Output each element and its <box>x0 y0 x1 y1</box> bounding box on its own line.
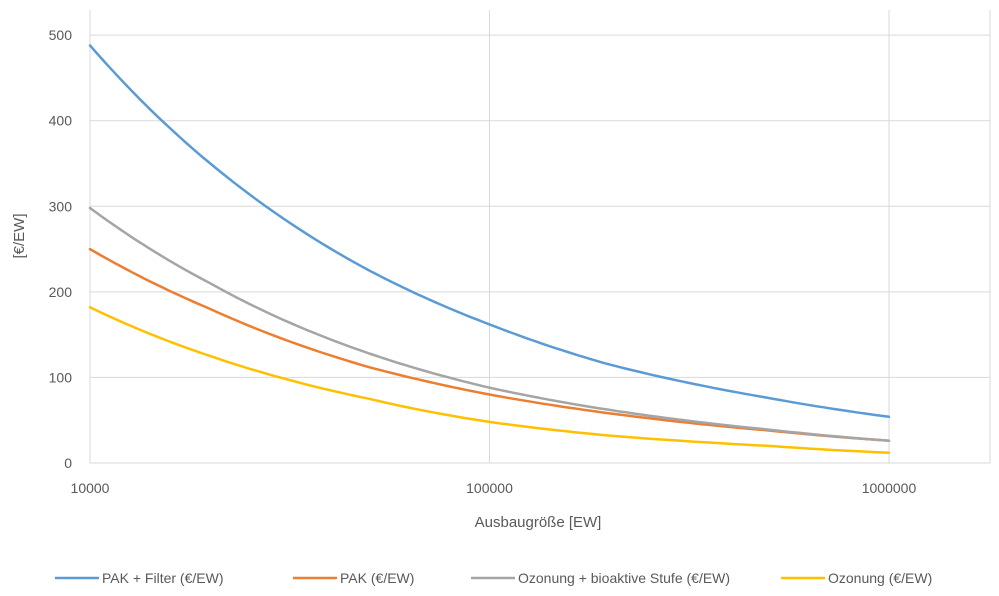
y-axis-title: [€/EW] <box>11 213 28 258</box>
tick-labels: 0 100 200 300 400 500 10000 100000 1000000 <box>49 27 917 496</box>
legend-label: Ozonung (€/EW) <box>828 570 932 586</box>
y-tick-label: 500 <box>49 27 73 43</box>
gridlines <box>89 10 991 464</box>
y-tick-label: 300 <box>49 198 73 214</box>
y-tick-label: 100 <box>49 369 73 385</box>
legend: PAK + Filter (€/EW) PAK (€/EW) Ozonung + b… <box>55 570 932 586</box>
x-tick-label: 1000000 <box>862 480 917 496</box>
series-line-0 <box>88 44 891 419</box>
series-line-3 <box>88 306 891 454</box>
x-tick-label: 100000 <box>466 480 513 496</box>
y-tick-label: 400 <box>49 113 73 129</box>
legend-label: PAK (€/EW) <box>340 570 414 586</box>
legend-label: Ozonung + bioaktive Stufe (€/EW) <box>518 570 730 586</box>
y-tick-label: 200 <box>49 284 73 300</box>
legend-label: PAK + Filter (€/EW) <box>102 570 223 586</box>
x-axis-title: Ausbaugröße [EW] <box>475 514 602 531</box>
series-line-2 <box>88 206 891 443</box>
series-lines <box>88 44 891 454</box>
y-tick-label: 0 <box>64 455 72 471</box>
x-tick-label: 10000 <box>71 480 110 496</box>
